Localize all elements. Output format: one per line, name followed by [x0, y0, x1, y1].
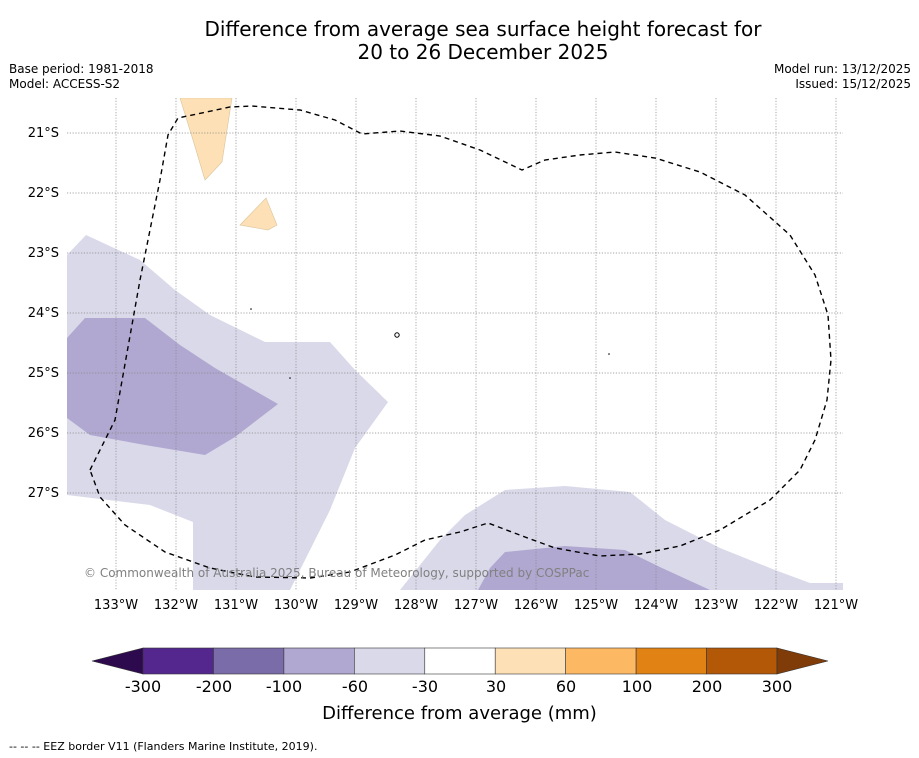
eez-border	[89, 105, 832, 579]
anomaly-region-medium-south	[478, 546, 710, 590]
colorbar-segment	[706, 647, 778, 675]
lat-label: 25°S	[27, 366, 59, 381]
lon-label: 123°W	[693, 598, 739, 613]
issued-date: Issued: 15/12/2025	[795, 77, 911, 91]
colorbar-tick: 30	[485, 677, 507, 696]
colorbar-tick: 60	[555, 677, 577, 696]
colorbar-segment	[283, 647, 355, 675]
lat-label: 26°S	[27, 426, 59, 441]
map-area	[67, 98, 843, 590]
eez-footnote: -- -- -- EEZ border V11 (Flanders Marine…	[9, 740, 318, 753]
colorbar-tick: -100	[265, 677, 303, 696]
base-period: Base period: 1981-2018	[9, 62, 154, 76]
lon-label: 122°W	[753, 598, 799, 613]
meta-left: Base period: 1981-2018 Model: ACCESS-S2	[9, 62, 154, 92]
chart-title: Difference from average sea surface heig…	[0, 18, 919, 64]
lon-label: 132°W	[153, 598, 199, 613]
colorbar-tick: 200	[691, 677, 723, 696]
lon-label: 130°W	[273, 598, 319, 613]
colorbar-segment	[142, 647, 214, 675]
meta-right: Model run: 13/12/2025 Issued: 15/12/2025	[774, 62, 911, 92]
lon-label: 127°W	[453, 598, 499, 613]
lat-label: 23°S	[27, 246, 59, 261]
colorbar-tick: -60	[341, 677, 369, 696]
title-line-2: 20 to 26 December 2025	[357, 40, 609, 64]
model-name: Model: ACCESS-S2	[9, 77, 121, 91]
island	[608, 353, 610, 355]
lat-label: 24°S	[27, 306, 59, 321]
colorbar-segment	[494, 647, 566, 675]
colorbar-segment	[213, 647, 285, 675]
gridlines	[67, 98, 843, 590]
colorbar-segment	[635, 647, 707, 675]
colorbar-tick: 300	[761, 677, 793, 696]
island	[250, 308, 252, 310]
colorbar-tick: -300	[124, 677, 162, 696]
copyright-notice: © Commonwealth of Australia 2025, Bureau…	[84, 566, 590, 580]
colorbar-extend-high	[776, 647, 829, 675]
colorbar-title: Difference from average (mm)	[322, 703, 597, 724]
model-run: Model run: 13/12/2025	[773, 62, 911, 76]
colorbar-tick: 100	[621, 677, 653, 696]
colorbar-tick: -30	[411, 677, 439, 696]
island	[394, 332, 400, 338]
colorbar-segments	[142, 647, 778, 675]
lon-label: 131°W	[213, 598, 259, 613]
lat-label: 21°S	[27, 126, 59, 141]
colorbar-segment	[565, 647, 637, 675]
lon-label: 133°W	[93, 598, 139, 613]
lon-label: 125°W	[573, 598, 619, 613]
anomaly-region-medium-west	[67, 318, 278, 455]
lat-label: 27°S	[27, 486, 59, 501]
title-line-1: Difference from average sea surface heig…	[204, 17, 762, 41]
lon-label: 124°W	[633, 598, 679, 613]
lat-label: 22°S	[27, 186, 59, 201]
anomaly-region-positive-small	[239, 197, 278, 231]
island	[289, 377, 291, 379]
colorbar-segment	[354, 647, 426, 675]
lon-label: 128°W	[393, 598, 439, 613]
lon-label: 121°W	[813, 598, 859, 613]
colorbar-extend-low	[91, 647, 144, 675]
colorbar-tick: -200	[195, 677, 233, 696]
lon-label: 129°W	[333, 598, 379, 613]
colorbar-segment	[424, 647, 496, 675]
lon-label: 126°W	[513, 598, 559, 613]
